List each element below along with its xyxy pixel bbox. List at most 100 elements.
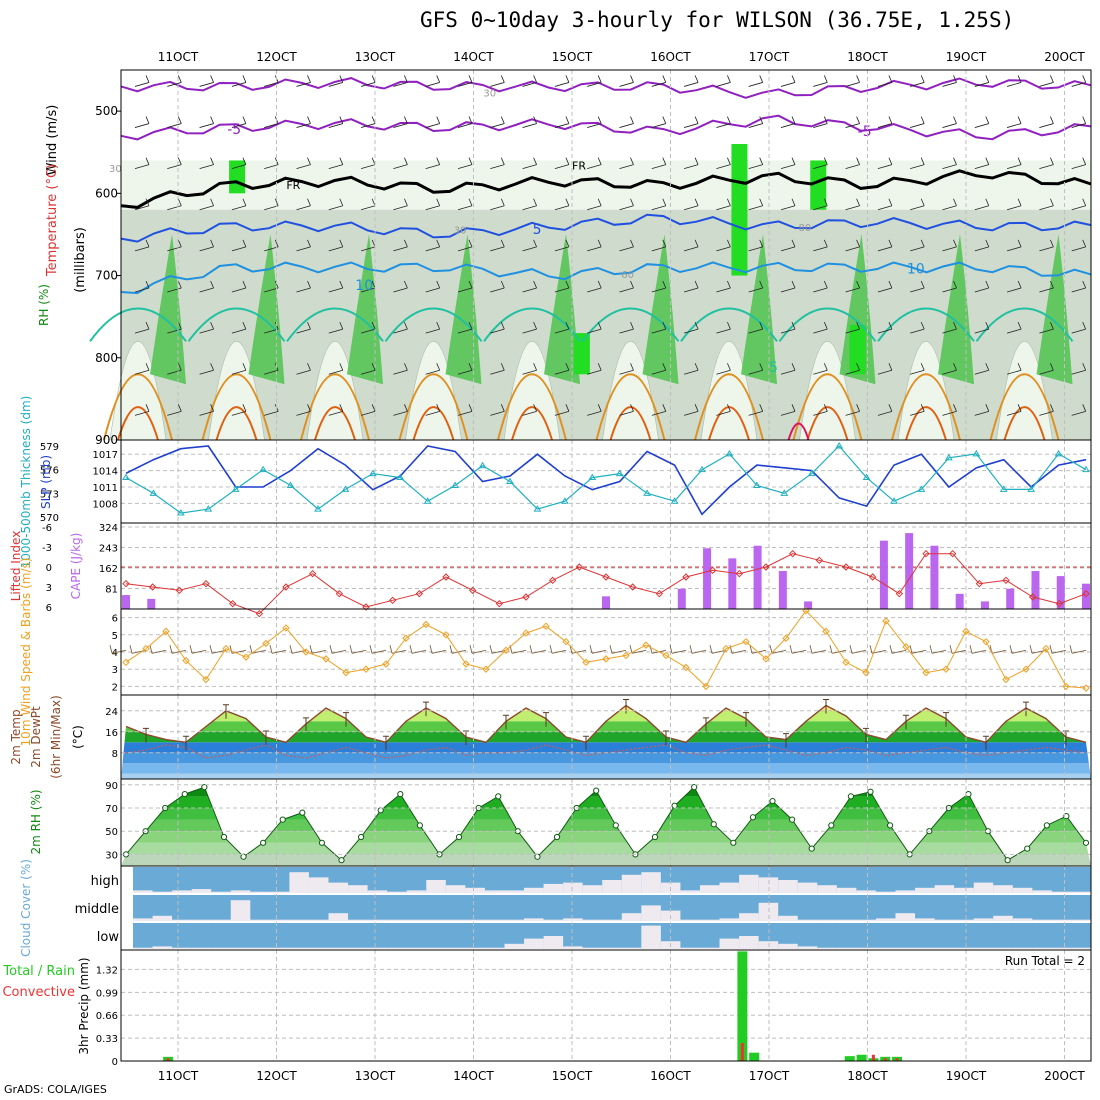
upper-wind-barb [587,363,602,375]
upper-wind-barb [877,363,893,375]
wind-tick-label: 2 [112,682,118,693]
upper-wind-barb [522,198,537,211]
rh-color-band [121,831,1091,843]
upper-wind-barb [1039,239,1054,252]
temp-contour-teal [384,307,483,342]
upper-wind-barb [780,404,796,416]
cloud-cell [817,919,837,921]
cloud-cell [269,891,290,893]
wind10m-barb [669,645,687,654]
rh-contour-label: 60 [621,270,634,281]
temp-tick-label: 24 [105,707,118,718]
x-tick-label-top: 20OCT [1044,50,1085,64]
cloud-cell [152,946,173,949]
upper-wind-barb [167,157,182,170]
wind-speed-marker [1062,682,1070,691]
upper-wind-barb [199,75,214,87]
upper-wind-barb [1039,75,1054,87]
wind10m-barb [469,645,487,654]
upper-wind-barb [780,363,796,375]
upper-wind-barb [296,116,311,128]
cloud-cell [993,885,1013,893]
lifted-index-marker [122,579,130,588]
rh-marker [730,839,737,846]
cloud-cell [954,947,974,949]
upper-wind-barb [554,75,570,87]
thickness-marker [752,481,761,488]
rh-tick-label: 30 [105,850,118,861]
wind-speed-marker [962,627,970,636]
lifted-index-marker [308,569,317,578]
rh-contour-label: 30 [483,88,496,99]
cloud-cell [758,902,779,921]
rh-marker [279,816,286,823]
upper-wind-barb [328,363,344,375]
upper-wind-barb [651,116,667,128]
upper-wind-barb [845,404,860,416]
wind10m-barb [749,645,767,654]
cloud-cell [582,885,603,893]
cloud-cell [445,885,466,893]
lifted-index-marker [548,576,557,585]
wind10m-barb [909,645,927,654]
rh-marker [220,833,228,841]
upper-wind-barb [748,157,764,170]
upper-wind-barb [716,239,731,252]
wind10m-barb [529,645,547,654]
upper-wind-barb [587,75,602,87]
temp-contour-orange [103,373,173,441]
cloud-cell [778,943,798,949]
wind-speed-marker [302,648,310,656]
upper-wind-barb [877,321,893,334]
lifted-index-marker [842,563,850,571]
upper-wind-barb [1006,116,1022,128]
upper-wind-barb [974,280,990,293]
x-tick-label-bottom: 14OCT [453,1069,494,1083]
cloud-cell [484,890,505,893]
cloud-cell [152,915,173,921]
li-frame [120,522,1092,610]
lifted-index-marker [575,563,584,571]
upper-wind-barb [1039,280,1054,293]
cloud-cell [699,919,720,921]
upper-wind-barb [393,404,408,416]
pressure-tick-label: 600 [95,186,118,200]
thickness-tick-label: 573 [40,489,59,500]
upper-wind-barb [1006,198,1022,211]
temp-contour-teal [483,307,581,342]
slp-axis-label: SLP (mb) [39,455,53,509]
rh-marker [455,833,463,841]
upper-wind-barb [974,239,990,252]
rh-marker [593,787,600,794]
upper-wind-barb [683,404,699,416]
x-tick-label-top: 13OCT [355,50,396,64]
x-tick-label-bottom: 15OCT [552,1069,593,1083]
li-tick-label: 0 [46,563,52,574]
upper-wind-barb [1006,157,1022,170]
cape-bar [778,571,787,609]
x-tick-label-top: 14OCT [453,50,494,64]
cape-bar [147,598,156,609]
upper-wind-barb [780,116,796,128]
precip-tick-label: 1.32 [96,965,118,976]
cloud-cell [915,887,935,893]
freezing-label: FR [286,179,300,192]
rh-core [573,333,590,375]
rh-marker [553,833,561,841]
rh-marker [769,797,776,805]
rh-contour-label: 80 [799,223,812,234]
temp-contour-label: 5 [769,360,778,376]
temp-contour-teal [581,307,680,342]
li-tick-label: -6 [42,523,52,534]
cloud-cell [543,919,564,921]
cloud-cell [348,947,368,949]
temp-tick-label: 8 [112,749,118,760]
upper-wind-barb [457,404,473,416]
temp-color-band [121,721,1091,732]
cloud-cell [1032,947,1052,949]
upper-wind-barb [199,404,214,416]
rh-core [810,160,827,210]
thickness-marker [588,473,597,481]
upper-wind-barb [393,75,408,87]
cloud-cell [582,919,603,921]
